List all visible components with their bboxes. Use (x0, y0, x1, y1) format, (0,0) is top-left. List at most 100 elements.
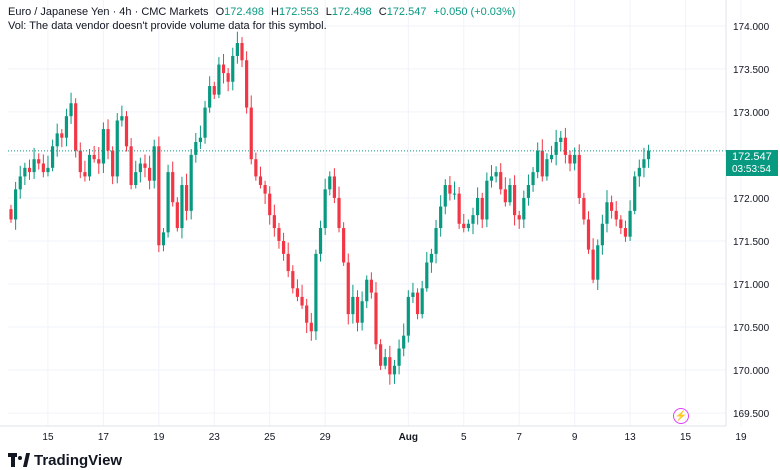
candle[interactable] (175, 197, 179, 232)
candle[interactable] (46, 155, 50, 177)
candle[interactable] (318, 220, 323, 262)
candle[interactable] (60, 129, 64, 148)
candle[interactable] (111, 146, 115, 185)
candle[interactable] (268, 186, 272, 225)
candle[interactable] (97, 147, 101, 174)
candle[interactable] (476, 187, 480, 225)
candle[interactable] (138, 157, 142, 183)
candle[interactable] (425, 251, 429, 292)
candle[interactable] (549, 145, 554, 163)
candle[interactable] (508, 178, 512, 206)
candle[interactable] (198, 125, 203, 149)
candle[interactable] (420, 280, 424, 319)
candle[interactable] (342, 222, 346, 266)
candle[interactable] (619, 215, 623, 235)
candle[interactable] (337, 186, 341, 233)
candle[interactable] (383, 348, 387, 370)
candle[interactable] (443, 179, 447, 215)
candle[interactable] (434, 219, 438, 264)
candle[interactable] (124, 111, 129, 152)
candle[interactable] (540, 139, 544, 182)
candle[interactable] (314, 249, 318, 340)
candle[interactable] (221, 53, 226, 84)
candle[interactable] (134, 160, 138, 189)
candle[interactable] (258, 166, 263, 189)
candle[interactable] (369, 272, 373, 299)
candle[interactable] (536, 142, 540, 179)
candle[interactable] (429, 248, 434, 273)
candle[interactable] (143, 154, 147, 178)
candle[interactable] (610, 195, 614, 219)
candle[interactable] (295, 279, 300, 302)
candle[interactable] (526, 174, 531, 206)
candle[interactable] (106, 119, 110, 160)
candle[interactable] (27, 159, 32, 180)
candle[interactable] (600, 214, 604, 255)
candle[interactable] (272, 204, 276, 237)
candle[interactable] (517, 210, 521, 229)
candle[interactable] (231, 47, 235, 91)
candle[interactable] (235, 31, 239, 64)
candle[interactable] (226, 68, 230, 92)
candle[interactable] (573, 147, 577, 171)
candle[interactable] (240, 37, 244, 68)
candle[interactable] (184, 173, 189, 221)
candle[interactable] (23, 162, 27, 186)
candle[interactable] (642, 147, 646, 178)
candle[interactable] (309, 312, 313, 341)
candle[interactable] (355, 290, 360, 332)
candle[interactable] (559, 131, 563, 152)
candle[interactable] (87, 149, 92, 181)
candle[interactable] (78, 142, 82, 179)
candle[interactable] (161, 228, 166, 252)
candle[interactable] (129, 138, 133, 190)
candle[interactable] (646, 144, 651, 168)
candle[interactable] (471, 207, 475, 235)
candle[interactable] (101, 122, 105, 173)
candle[interactable] (254, 152, 258, 181)
candle[interactable] (55, 123, 59, 157)
candle[interactable] (582, 192, 586, 225)
candle[interactable] (64, 108, 69, 147)
candle[interactable] (591, 238, 595, 284)
candle[interactable] (50, 139, 55, 172)
candle[interactable] (281, 232, 286, 261)
candle[interactable] (9, 204, 13, 223)
candle[interactable] (577, 144, 581, 204)
candle[interactable] (563, 127, 567, 164)
candle[interactable] (157, 136, 161, 253)
candle[interactable] (545, 153, 549, 181)
candle[interactable] (402, 323, 406, 357)
candle[interactable] (245, 51, 249, 114)
candle[interactable] (286, 242, 290, 278)
candle[interactable] (148, 155, 152, 190)
candle[interactable] (249, 95, 253, 165)
candle[interactable] (522, 190, 526, 229)
candle[interactable] (217, 57, 221, 99)
candle[interactable] (623, 220, 628, 242)
candle[interactable] (208, 76, 212, 113)
candle[interactable] (457, 186, 461, 229)
candle[interactable] (300, 284, 304, 309)
candle[interactable] (406, 290, 410, 343)
candle[interactable] (166, 164, 170, 238)
candle[interactable] (628, 200, 632, 241)
candle[interactable] (83, 160, 87, 182)
candle[interactable] (452, 181, 457, 200)
candle[interactable] (531, 167, 535, 192)
candle[interactable] (332, 168, 336, 204)
candle[interactable] (351, 284, 355, 324)
candle[interactable] (212, 81, 216, 99)
candle[interactable] (512, 175, 517, 226)
candle[interactable] (605, 190, 609, 233)
candle[interactable] (554, 129, 558, 166)
candle[interactable] (152, 139, 156, 189)
candle[interactable] (69, 92, 73, 124)
candle[interactable] (489, 165, 494, 188)
candle[interactable] (397, 339, 401, 375)
candle[interactable] (346, 253, 350, 325)
candle[interactable] (480, 192, 484, 229)
candle[interactable] (115, 113, 119, 184)
candle[interactable] (203, 100, 207, 144)
candle[interactable] (415, 288, 420, 320)
